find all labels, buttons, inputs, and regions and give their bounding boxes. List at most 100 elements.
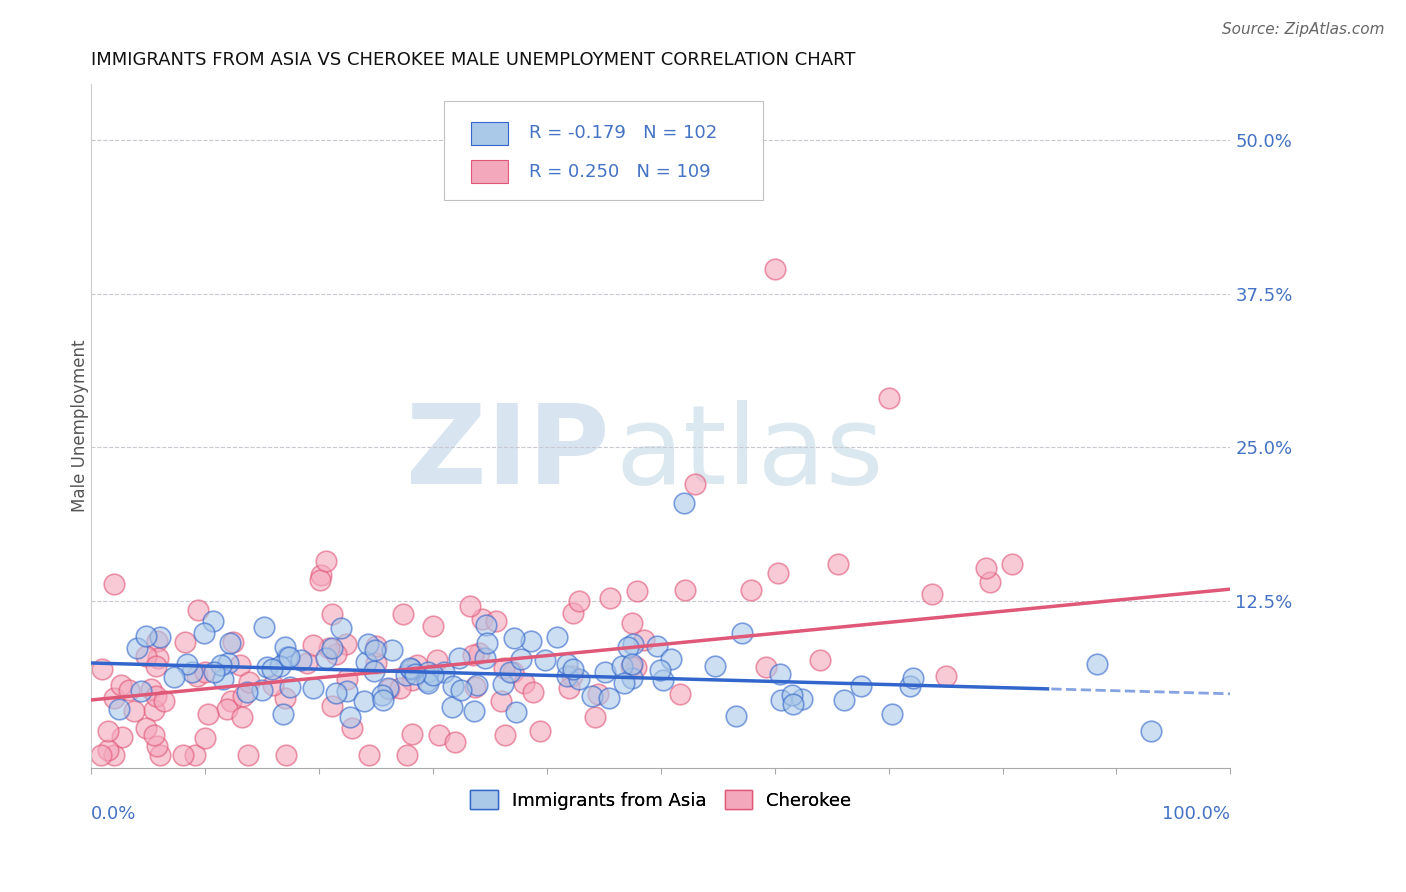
Point (624, 659, 647, 673)
Point (492, 661, 515, 675)
Point (377, 681, 399, 695)
Point (357, 637, 380, 651)
Point (398, 661, 420, 675)
Point (318, 640, 340, 655)
Point (485, 615, 508, 629)
Point (613, 676, 636, 690)
Point (422, 667, 444, 681)
Point (763, 261, 786, 276)
Point (274, 640, 297, 654)
Point (703, 658, 725, 673)
Point (321, 640, 343, 655)
Point (832, 693, 855, 707)
Point (222, 635, 245, 649)
Point (620, 671, 643, 685)
Point (416, 665, 439, 679)
Point (110, 678, 132, 692)
Point (633, 632, 655, 647)
Point (122, 704, 145, 718)
Point (492, 677, 515, 691)
Point (141, 682, 163, 697)
Point (533, 653, 555, 667)
Point (581, 690, 603, 704)
Point (363, 665, 385, 679)
Point (325, 647, 347, 661)
Point (426, 653, 449, 667)
Point (335, 637, 357, 651)
Point (231, 710, 253, 724)
Point (401, 673, 423, 687)
Point (250, 682, 273, 697)
Point (449, 650, 471, 665)
Text: R = 0.250   N = 109: R = 0.250 N = 109 (529, 162, 710, 180)
Point (849, 679, 872, 693)
Point (669, 687, 692, 701)
Point (302, 681, 325, 695)
Point (262, 662, 284, 676)
Point (364, 642, 387, 657)
Point (194, 731, 217, 746)
Point (143, 728, 166, 742)
Point (769, 667, 792, 681)
Point (145, 690, 167, 704)
Point (129, 683, 152, 698)
Point (201, 614, 224, 628)
Point (877, 391, 900, 405)
Point (616, 640, 638, 655)
Point (321, 699, 343, 714)
Point (309, 574, 332, 588)
Point (381, 643, 404, 657)
Point (145, 634, 167, 648)
Point (127, 641, 149, 656)
Point (336, 672, 359, 686)
Point (790, 692, 813, 706)
Point (610, 659, 633, 673)
Point (232, 689, 254, 703)
Point (256, 659, 278, 673)
Point (354, 655, 377, 669)
Point (463, 704, 485, 718)
Point (219, 694, 242, 708)
Point (465, 678, 488, 692)
Point (145, 659, 167, 673)
Point (236, 685, 259, 699)
Point (152, 694, 174, 708)
Point (502, 169, 524, 184)
Point (475, 618, 498, 632)
Point (568, 673, 591, 687)
Point (339, 710, 361, 724)
Point (450, 682, 472, 697)
Point (149, 748, 172, 763)
Point (97, 743, 120, 757)
Point (568, 594, 591, 608)
Point (238, 675, 260, 690)
Text: 0.0%: 0.0% (91, 805, 136, 823)
Point (395, 748, 418, 763)
Point (149, 631, 172, 645)
Point (229, 658, 252, 673)
Point (659, 652, 682, 666)
Point (898, 679, 921, 693)
Point (645, 639, 668, 653)
Point (118, 683, 141, 698)
Text: Source: ZipAtlas.com: Source: ZipAtlas.com (1222, 22, 1385, 37)
Point (186, 669, 208, 683)
Point (401, 727, 423, 741)
Point (187, 603, 209, 617)
Point (593, 665, 616, 679)
Point (513, 676, 536, 690)
Point (766, 566, 789, 580)
Point (974, 560, 997, 574)
Point (427, 728, 450, 742)
Point (648, 663, 671, 677)
Point (468, 646, 491, 660)
FancyBboxPatch shape (471, 122, 508, 145)
Point (827, 557, 849, 571)
Point (143, 703, 166, 717)
Point (364, 639, 387, 653)
Point (880, 706, 903, 721)
Point (562, 606, 585, 620)
Point (441, 679, 464, 693)
Point (979, 575, 1001, 590)
Point (502, 632, 524, 646)
